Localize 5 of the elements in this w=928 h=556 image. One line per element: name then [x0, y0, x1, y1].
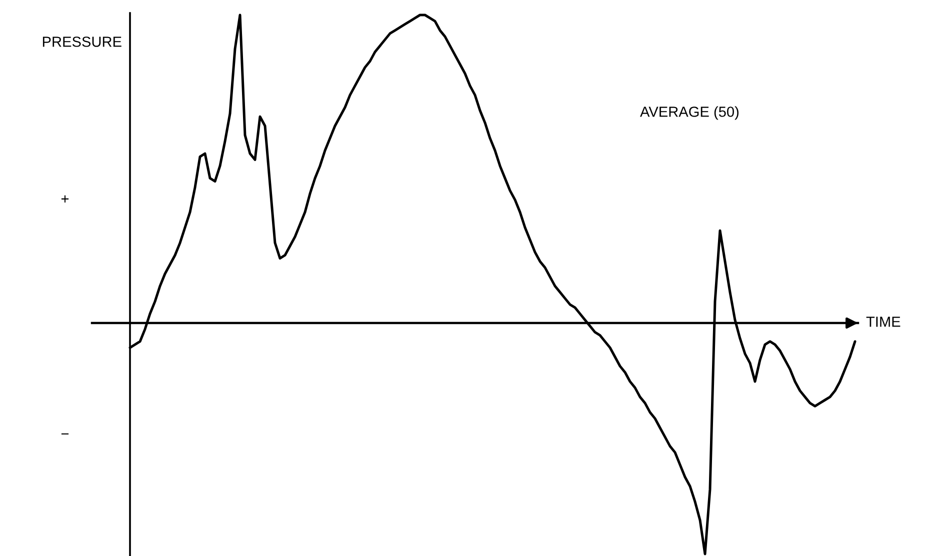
text: +: [61, 195, 69, 202]
text: −: [61, 433, 69, 434]
y-axis-title: PRESSURE: [42, 36, 122, 47]
annotation: AVERAGE (50): [640, 106, 739, 120]
x-axis-title: TIME: [866, 316, 900, 327]
